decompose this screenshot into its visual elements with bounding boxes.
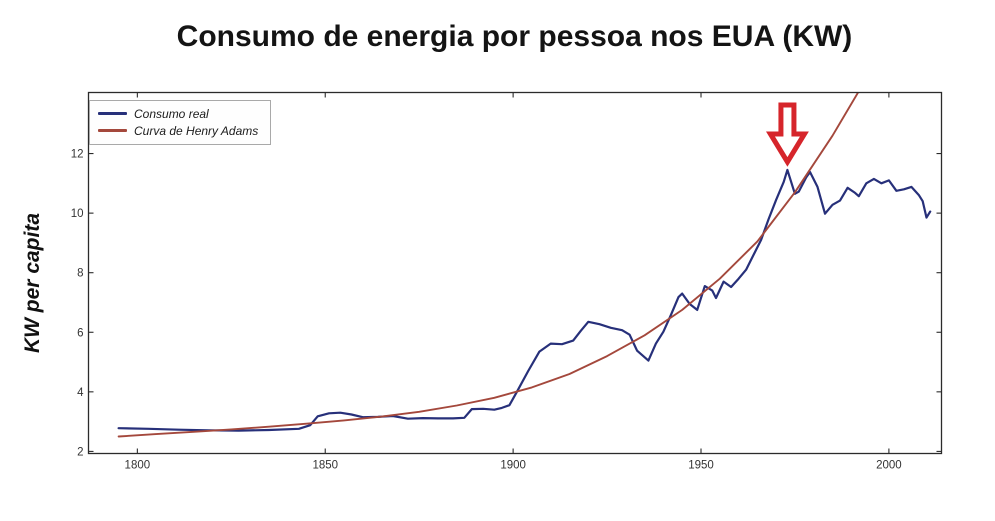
axes-frame <box>87 91 943 455</box>
axis-tick-labels: 1800 1850 1900 1950 2000 2 4 6 8 10 12 <box>71 149 902 472</box>
series-line-0 <box>117 168 932 432</box>
y-tick-label: 6 <box>77 327 83 339</box>
highlight-arrow-icon <box>765 102 809 167</box>
y-tick-label: 2 <box>77 446 83 458</box>
consumo-real-line-swatch <box>98 112 127 115</box>
axis-ticks <box>88 92 942 454</box>
x-tick-label: 2000 <box>876 460 902 472</box>
series-line-1 <box>117 92 860 438</box>
y-tick-label: 12 <box>71 149 84 161</box>
x-tick-label: 1850 <box>312 460 338 472</box>
legend-label: Consumo real <box>134 106 209 121</box>
y-tick-label: 8 <box>77 268 83 280</box>
x-tick-label: 1950 <box>688 460 714 472</box>
y-tick-label: 10 <box>71 208 84 220</box>
x-tick-label: 1800 <box>125 460 151 472</box>
y-tick-label: 4 <box>77 387 84 399</box>
legend: Consumo real Curva de Henry Adams <box>89 100 272 145</box>
chart-title: Consumo de energia por pessoa nos EUA (K… <box>176 20 853 53</box>
x-tick-label: 1900 <box>500 460 526 472</box>
legend-item-henry-adams: Curva de Henry Adams <box>98 123 258 138</box>
legend-item-consumo-real: Consumo real <box>98 106 258 121</box>
legend-label: Curva de Henry Adams <box>134 123 259 138</box>
henry-adams-line-swatch <box>98 129 127 132</box>
